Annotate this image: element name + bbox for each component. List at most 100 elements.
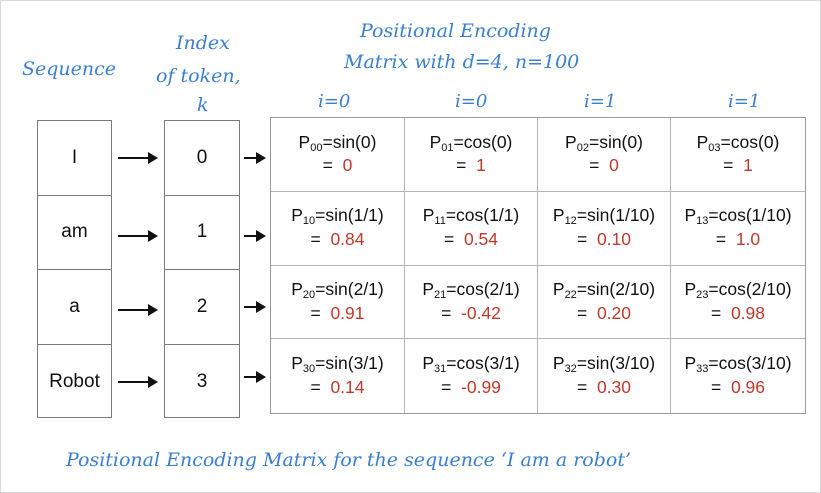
- equals-sign: =: [710, 302, 722, 323]
- p-symbol: P: [298, 131, 311, 152]
- i-label-col0: i=0: [318, 91, 351, 112]
- p-symbol: P: [684, 353, 697, 374]
- equals-sign: =: [310, 377, 321, 398]
- cell-subscript: 22: [564, 289, 577, 302]
- arrow-token-to-index: [118, 152, 158, 164]
- cell-formula: P11=cos(1/1): [423, 205, 520, 229]
- arrow-token-to-index: [118, 304, 158, 316]
- arrow-index-to-matrix: [244, 301, 266, 313]
- matrix-cell-3-0: P30=sin(3/1) = 0.14: [271, 339, 405, 413]
- matrix-cell-3-2: P32=sin(3/10) = 0.30: [538, 339, 671, 413]
- cell-function: =sin(1/1): [315, 205, 384, 226]
- cell-result: = 0.20: [577, 303, 631, 325]
- matrix-cell-1-0: P10=sin(1/1) = 0.84: [271, 191, 405, 266]
- arrow-token-to-index: [118, 376, 158, 388]
- cell-result: = 0: [589, 155, 619, 177]
- cell-result: = 0.14: [310, 377, 364, 399]
- cell-result: = 0.84: [310, 229, 364, 251]
- arrow-token-to-index: [118, 230, 158, 242]
- cell-subscript: 03: [708, 141, 721, 154]
- matrix-cell-1-2: P12=sin(1/10) = 0.10: [538, 191, 671, 266]
- cell-result: = 0.30: [577, 377, 631, 399]
- cell-subscript: 33: [696, 363, 709, 376]
- pe-heading-line1: Positional Encoding: [360, 20, 551, 42]
- cell-result: = -0.99: [441, 377, 501, 399]
- sequence-heading: Sequence: [22, 58, 117, 80]
- cell-formula: P31=cos(3/1): [422, 353, 519, 377]
- equals-sign: =: [576, 377, 588, 398]
- cell-subscript: 23: [696, 289, 709, 302]
- cell-value: 0: [609, 155, 619, 176]
- cell-function: =cos(0): [720, 131, 780, 152]
- cell-subscript: 32: [564, 363, 577, 376]
- cell-value: 0.98: [730, 302, 766, 323]
- cell-formula: P23=cos(2/10): [684, 279, 791, 303]
- equals-sign: =: [310, 229, 321, 250]
- cell-function: =sin(0): [588, 131, 643, 152]
- index-cell: 1: [165, 196, 239, 270]
- cell-subscript: 21: [434, 289, 447, 302]
- cell-function: =sin(0): [322, 131, 377, 152]
- cell-subscript: 12: [564, 215, 577, 228]
- cell-formula: P01=cos(0): [430, 132, 513, 156]
- token-cell: am: [38, 196, 111, 270]
- token-cell: Robot: [49, 370, 100, 392]
- arrow-index-to-matrix: [244, 230, 266, 242]
- p-symbol: P: [291, 279, 303, 300]
- index-cell: 0: [165, 121, 239, 196]
- token-cell: I: [38, 121, 111, 196]
- cell-result: = 1: [456, 155, 486, 177]
- token-cell: a: [38, 270, 111, 345]
- cell-value: 0.20: [596, 302, 632, 323]
- matrix-cell-0-3: P03=cos(0) = 1: [671, 118, 805, 192]
- cell-value: 0.84: [330, 229, 365, 250]
- arrow-index-to-matrix: [244, 371, 266, 383]
- cell-function: =sin(1/10): [576, 205, 656, 226]
- cell-value: 1: [476, 155, 486, 176]
- cell-function: =sin(3/10): [576, 353, 656, 374]
- cell-subscript: 02: [576, 141, 589, 154]
- cell-function: =sin(2/10): [576, 279, 656, 300]
- p-symbol: P: [291, 205, 303, 226]
- cell-formula: P20=sin(2/1): [291, 279, 384, 303]
- cell-value: 0.30: [596, 377, 632, 398]
- equals-sign: =: [456, 155, 467, 176]
- cell-function: =sin(3/1): [315, 353, 384, 374]
- p-symbol: P: [684, 205, 697, 226]
- equals-sign: =: [715, 229, 727, 250]
- equals-sign: =: [443, 229, 455, 250]
- cell-value: 1.0: [735, 229, 761, 250]
- matrix-cell-0-2: P02=sin(0) = 0: [538, 118, 671, 192]
- matrix-cell-0-0: P00=sin(0) = 0: [271, 118, 405, 192]
- equals-sign: =: [576, 302, 588, 323]
- equals-sign: =: [441, 302, 452, 323]
- equals-sign: =: [310, 302, 321, 323]
- cell-value: 0.91: [330, 302, 365, 323]
- cell-formula: P22=sin(2/10): [553, 279, 655, 303]
- matrix-cell-0-1: P01=cos(0) = 1: [405, 118, 538, 192]
- cell-value: 0.14: [330, 377, 365, 398]
- matrix-cell-2-3: P23=cos(2/10) = 0.98: [671, 266, 805, 340]
- cell-formula: P13=cos(1/10): [684, 205, 791, 229]
- cell-result: = 0.54: [444, 229, 498, 251]
- figure-caption: Positional Encoding Matrix for the seque…: [66, 449, 631, 471]
- index-column: 0 1 2 3: [164, 120, 240, 418]
- equals-sign: =: [723, 155, 734, 176]
- i-label-col3: i=1: [728, 91, 761, 112]
- p-symbol: P: [552, 205, 565, 226]
- cell-result: = 0.96: [711, 377, 765, 399]
- cell-result: = 1.0: [716, 229, 760, 251]
- cell-result: = -0.42: [441, 303, 501, 325]
- cell-subscript: 13: [696, 215, 709, 228]
- cell-formula: P03=cos(0): [697, 132, 780, 156]
- p-symbol: P: [684, 279, 697, 300]
- p-symbol: P: [552, 279, 565, 300]
- cell-function: =cos(2/1): [446, 279, 520, 300]
- cell-subscript: 30: [302, 363, 316, 376]
- cell-value: -0.42: [461, 302, 501, 323]
- cell-result: = 0.98: [711, 303, 765, 325]
- equals-sign: =: [589, 155, 600, 176]
- cell-function: =cos(3/10): [708, 353, 792, 374]
- cell-subscript: 01: [441, 141, 454, 154]
